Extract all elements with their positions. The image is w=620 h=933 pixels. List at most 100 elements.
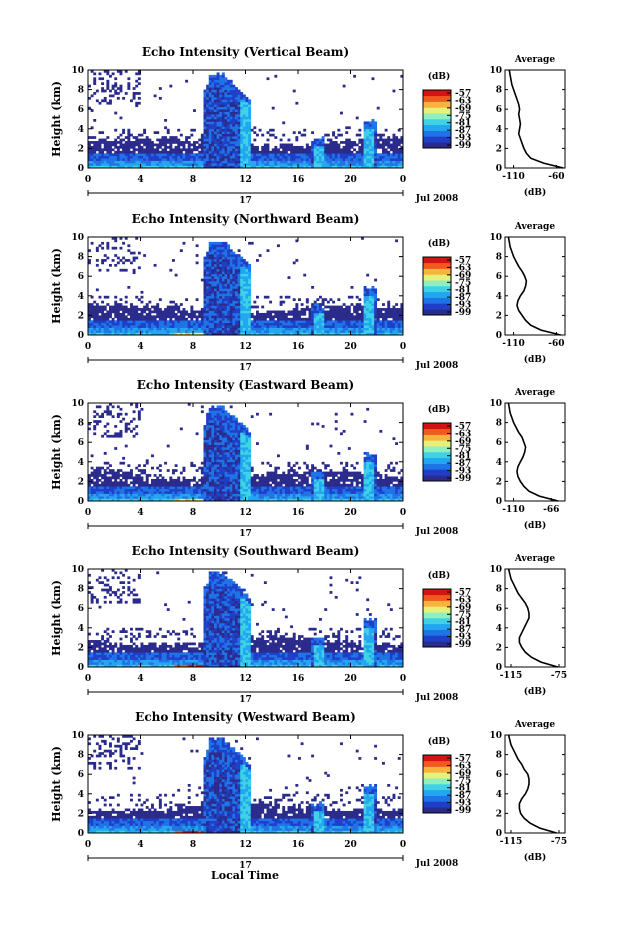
heatmap-cell bbox=[109, 469, 112, 472]
heatmap-cell bbox=[335, 136, 338, 139]
heatmap-cell bbox=[101, 242, 104, 245]
heatmap-cell bbox=[243, 323, 246, 326]
heatmap-cell bbox=[193, 109, 196, 112]
heatmap-cell bbox=[130, 141, 133, 144]
heatmap-cell bbox=[246, 134, 249, 137]
heatmap-cell bbox=[340, 153, 343, 156]
heatmap-cell bbox=[374, 298, 377, 301]
heatmap-cell bbox=[162, 151, 165, 154]
heatmap-cell bbox=[143, 306, 146, 309]
heatmap-cell bbox=[222, 442, 225, 445]
heatmap-cell bbox=[225, 242, 228, 245]
heatmap-cell bbox=[322, 161, 325, 164]
heatmap-cell bbox=[267, 151, 270, 154]
heatmap-cell bbox=[117, 496, 120, 499]
heatmap-cell bbox=[135, 156, 138, 159]
heatmap-cell bbox=[133, 477, 136, 480]
heatmap-cell bbox=[314, 328, 317, 331]
heatmap-cell bbox=[372, 156, 375, 159]
average-x-label: (dB) bbox=[524, 187, 546, 198]
heatmap-cell bbox=[159, 144, 162, 147]
heatmap-cell bbox=[169, 318, 172, 321]
heatmap-cell bbox=[130, 481, 133, 484]
heatmap-cell bbox=[130, 262, 133, 265]
heatmap-cell bbox=[99, 269, 102, 272]
heatmap-cell bbox=[248, 109, 251, 112]
heatmap-cell bbox=[114, 301, 117, 304]
heatmap-cell bbox=[204, 464, 207, 467]
heatmap-cell bbox=[112, 148, 115, 151]
heatmap-cell bbox=[377, 161, 380, 164]
heatmap-cell bbox=[133, 486, 136, 489]
avg-y-tick-label: 4 bbox=[496, 292, 502, 302]
heatmap-cell bbox=[214, 107, 217, 110]
heatmap-cell bbox=[196, 262, 199, 265]
heatmap-cell bbox=[243, 318, 246, 321]
heatmap-cell bbox=[209, 457, 212, 460]
heatmap-cell bbox=[280, 323, 283, 326]
heatmap-cell bbox=[303, 161, 306, 164]
heatmap-cell bbox=[227, 134, 230, 137]
heatmap-cell bbox=[175, 484, 178, 487]
heatmap-cell bbox=[117, 405, 120, 408]
heatmap-cell bbox=[280, 158, 283, 161]
heatmap-cell bbox=[398, 330, 401, 333]
heatmap-cell bbox=[219, 102, 222, 105]
heatmap-cell bbox=[101, 259, 104, 262]
heatmap-cell bbox=[141, 472, 144, 475]
heatmap-cell bbox=[256, 306, 259, 309]
heatmap-cell bbox=[309, 146, 312, 149]
heatmap-cell bbox=[277, 325, 280, 328]
heatmap-cell bbox=[183, 467, 186, 470]
heatmap-cell bbox=[351, 313, 354, 316]
heatmap-cell bbox=[120, 163, 123, 166]
heatmap-cell bbox=[393, 323, 396, 326]
heatmap-cell bbox=[235, 313, 238, 316]
heatmap-cell bbox=[183, 318, 186, 321]
heatmap-cell bbox=[217, 257, 220, 260]
heatmap-cell bbox=[125, 413, 128, 416]
heatmap-cell bbox=[235, 92, 238, 95]
heatmap-cell bbox=[235, 315, 238, 318]
heatmap-cell bbox=[211, 484, 214, 487]
heatmap-cell bbox=[322, 330, 325, 333]
heatmap-cell bbox=[285, 144, 288, 147]
heatmap-cell bbox=[374, 293, 377, 296]
heatmap-cell bbox=[93, 486, 96, 489]
heatmap-cell bbox=[225, 472, 228, 475]
heatmap-cell bbox=[117, 315, 120, 318]
heatmap-cell bbox=[364, 146, 367, 149]
heatmap-cell bbox=[214, 494, 217, 497]
heatmap-cell bbox=[232, 315, 235, 318]
heatmap-cell bbox=[183, 323, 186, 326]
heatmap-cell bbox=[282, 121, 285, 124]
heatmap-cell bbox=[206, 464, 209, 467]
heatmap-cell bbox=[193, 494, 196, 497]
heatmap-cell bbox=[225, 474, 228, 477]
heatmap-cell bbox=[243, 95, 246, 98]
heatmap-cell bbox=[222, 418, 225, 421]
heatmap-cell bbox=[235, 129, 238, 132]
heatmap-cell bbox=[109, 486, 112, 489]
heatmap-cell bbox=[366, 303, 369, 306]
heatmap-cell bbox=[319, 158, 322, 161]
heatmap-cell bbox=[385, 158, 388, 161]
heatmap-cell bbox=[282, 158, 285, 161]
heatmap-cell bbox=[206, 266, 209, 269]
heatmap-cell bbox=[190, 158, 193, 161]
heatmap-cell bbox=[269, 156, 272, 159]
heatmap-cell bbox=[222, 80, 225, 83]
heatmap-cell bbox=[130, 156, 133, 159]
heatmap-cell bbox=[211, 325, 214, 328]
heatmap-cell bbox=[214, 244, 217, 247]
heatmap-cell bbox=[227, 494, 230, 497]
heatmap-cell bbox=[335, 158, 338, 161]
heatmap-cell bbox=[240, 134, 243, 137]
heatmap-cell bbox=[196, 158, 199, 161]
heatmap-cell bbox=[99, 494, 102, 497]
heatmap-cell bbox=[222, 274, 225, 277]
heatmap-cell bbox=[135, 494, 138, 497]
heatmap-cell bbox=[219, 479, 222, 482]
heatmap-cell bbox=[246, 129, 249, 132]
heatmap-cell bbox=[206, 432, 209, 435]
